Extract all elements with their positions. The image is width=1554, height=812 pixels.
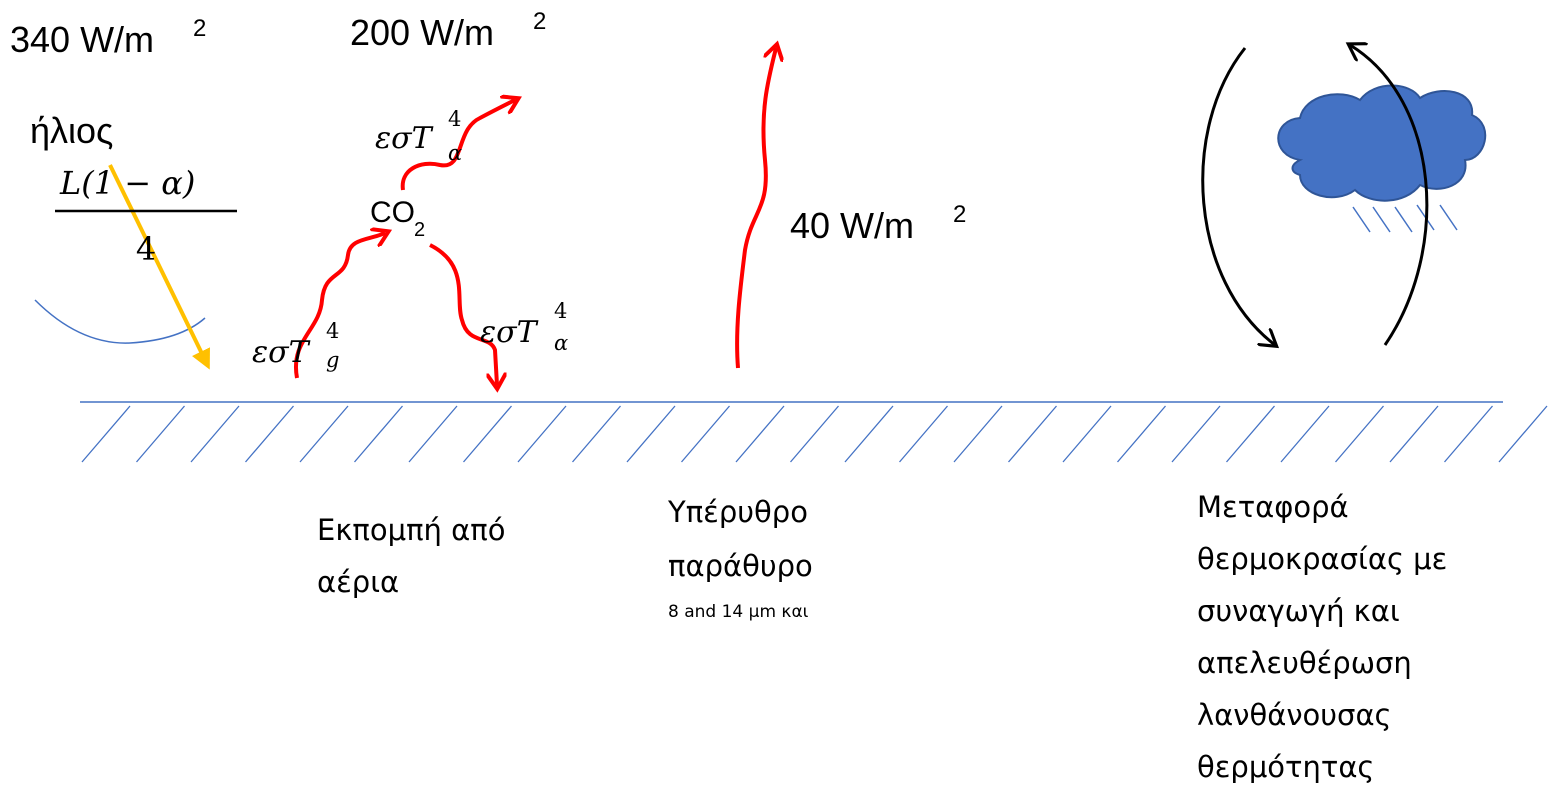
hatch-line [791, 406, 839, 462]
hatch-line [682, 406, 730, 462]
hatch-line [518, 406, 566, 462]
caption: λανθάνουσας [1197, 698, 1392, 732]
hatch-line [954, 406, 1002, 462]
caption: Μεταφορά [1197, 490, 1349, 524]
hatch-line [1118, 406, 1166, 462]
formula-denominator: 4 [136, 230, 156, 268]
caption-note: 8 and 14 μm και [668, 602, 809, 622]
hatch-line [1499, 406, 1547, 462]
caption: αέρια [317, 565, 399, 599]
flux-label-sup: 2 [533, 8, 546, 35]
hatch-line [137, 406, 185, 462]
hatch-line [736, 406, 784, 462]
convection-down-arrow [1203, 48, 1275, 345]
rain [1353, 205, 1457, 232]
emission-sup: 4 [554, 299, 567, 323]
emission-sub: α [448, 141, 462, 165]
hatch-line [1009, 406, 1057, 462]
caption: παράθυρο [668, 549, 813, 583]
emission-term: εσT [375, 121, 434, 156]
caption: Εκπομπή από [317, 513, 505, 547]
hatch-line [1390, 406, 1438, 462]
hatch-line [900, 406, 948, 462]
flux-label: 40 W/m [790, 205, 914, 246]
hatch-line [1336, 406, 1384, 462]
hatch-line [1227, 406, 1275, 462]
hatch-line [1063, 406, 1111, 462]
caption: απελευθέρωση [1197, 646, 1412, 680]
hatch-line [573, 406, 621, 462]
hatch-line [464, 406, 512, 462]
window-arrow [737, 48, 776, 368]
hatch-line [300, 406, 348, 462]
diagram: 340 W/m 2 200 W/m 2 40 W/m 2 ήλιος L(1 −… [0, 0, 1554, 812]
caption: θερμότητας [1197, 750, 1374, 784]
emission-sup: 4 [326, 319, 339, 343]
emission-term: εσT [480, 315, 539, 350]
hatch-line [246, 406, 294, 462]
cloud [1278, 86, 1485, 201]
co2-sub: 2 [414, 219, 425, 241]
hatch-line [409, 406, 457, 462]
sun-label: ήλιος [30, 110, 113, 151]
hatch-line [845, 406, 893, 462]
caption: Υπέρυθρο [667, 495, 808, 529]
ground-emission-arrow [296, 233, 385, 378]
caption: συναγωγή και [1197, 594, 1400, 628]
flux-label-sup: 2 [193, 15, 206, 42]
convection-caption: Μεταφορά θερμοκρασίας με συναγωγή και απελε… [1197, 490, 1447, 784]
ground-hatch [82, 406, 1547, 462]
hatch-line [191, 406, 239, 462]
flux-label: 200 W/m [350, 12, 494, 53]
flux-label-sup: 2 [953, 201, 966, 228]
hatch-line [1445, 406, 1493, 462]
hatch-line [355, 406, 403, 462]
hatch-line [627, 406, 675, 462]
hatch-line [82, 406, 130, 462]
hatch-line [1172, 406, 1220, 462]
emission-sub: g [326, 348, 339, 372]
hatch-line [1281, 406, 1329, 462]
flux-label: 340 W/m [10, 19, 154, 60]
co2-label: CO [370, 196, 415, 229]
caption: θερμοκρασίας με [1197, 542, 1447, 576]
emission-term: εσT [252, 335, 311, 370]
formula-numerator: L(1 − α) [59, 164, 195, 202]
emission-sub: α [554, 331, 568, 355]
emission-sup: 4 [448, 107, 461, 131]
